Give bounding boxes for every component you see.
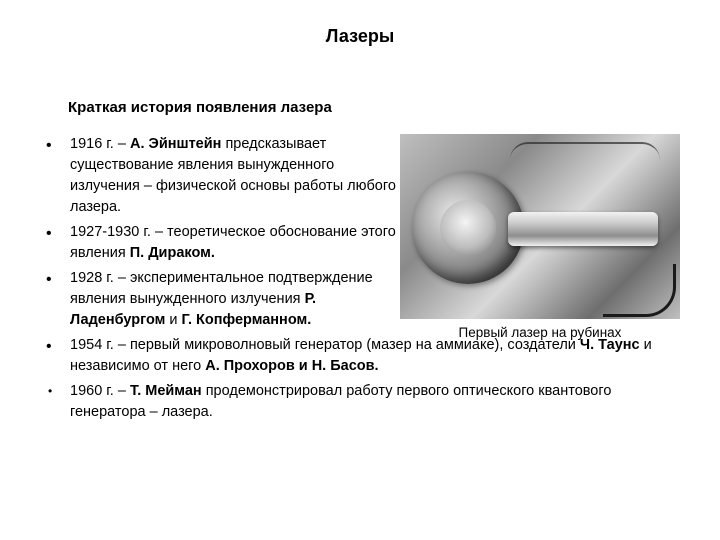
- section-subtitle: Краткая история появления лазера: [68, 99, 680, 116]
- laser-photo: [400, 134, 680, 319]
- figure-caption: Первый лазер на рубинах: [400, 325, 680, 340]
- bullet-text: 1960 г. – Т. Мейман продемонстрировал ра…: [70, 383, 611, 420]
- bullet-text: 1928 г. – экспериментальное подт­вержден…: [70, 268, 400, 331]
- bullet-item: 1960 г. – Т. Мейман продемонстрировал ра…: [40, 381, 680, 423]
- page-title: Лазеры: [40, 26, 680, 47]
- bullet-text: 1954 г. – первый микроволновый генератор…: [70, 337, 652, 374]
- figure: Первый лазер на рубинах: [400, 134, 680, 340]
- bullet-item: 1954 г. – первый микроволновый генератор…: [40, 335, 680, 377]
- content-area: 1916 г. – А. Эйнштейн предсказывает суще…: [40, 134, 680, 423]
- slide: Лазеры Краткая история появления лазера …: [0, 0, 720, 540]
- bullet-text: 1927-1930 г. – теоретическое обосно­вани…: [70, 222, 400, 264]
- bullet-text: 1916 г. – А. Эйнштейн предсказывает суще…: [70, 134, 400, 218]
